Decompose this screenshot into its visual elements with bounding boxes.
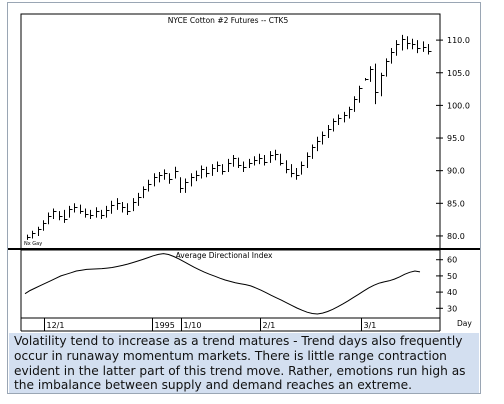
adx-tick-label: 40 [447,288,457,297]
x-tick-label: 12/1 [47,321,65,330]
adx-title: Average Directional Index [176,251,273,260]
x-tick-label: 2/1 [263,321,276,330]
caption-text: Volatility tend to increase as a trend m… [9,333,479,393]
adx-panel-border [20,249,441,319]
adx-tick-label: 60 [447,256,457,265]
price-tick-label: 100.0 [447,101,470,110]
corner-label: Nx Gay [24,241,42,247]
price-panel-border [20,13,441,250]
price-tick-label: 95.0 [447,134,465,143]
price-tick-label: 80.0 [447,232,465,241]
adx-tick-label: 30 [447,304,457,313]
x-tick-label: 1/10 [184,321,202,330]
chart-frame [7,2,481,394]
chart-title: NYCE Cotton #2 Futures -- CTK5 [168,16,289,25]
adx-tick-label: 50 [447,272,457,281]
price-tick-label: 90.0 [447,167,465,176]
x-tick-label: 3/1 [364,321,377,330]
x-tick-label: 1995 [155,321,175,330]
price-tick-label: 105.0 [447,69,470,78]
adx-line [24,253,421,315]
price-tick-label: 85.0 [447,199,465,208]
x-axis-unit: Day [457,319,472,328]
price-tick-label: 110.0 [447,36,470,45]
